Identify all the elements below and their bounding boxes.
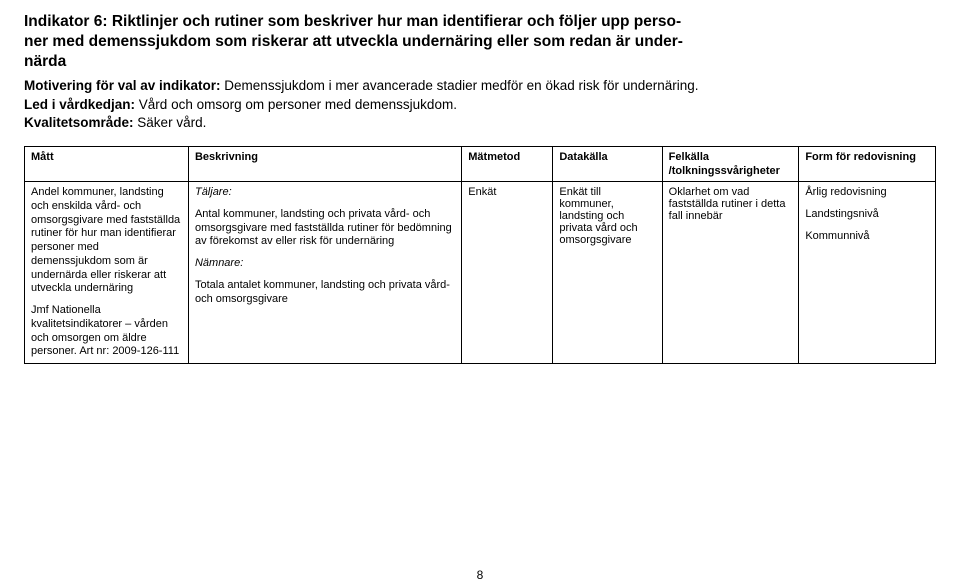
- sub-info-block: Motivering för val av indikator: Demenss…: [24, 77, 936, 132]
- cell-felkalla: Oklarhet om vad fastställda rutiner i de…: [662, 182, 799, 364]
- page-number: 8: [0, 568, 960, 582]
- form-p3: Kommunnivå: [805, 230, 929, 244]
- form-p1: Årlig redovisning: [805, 186, 929, 200]
- cell-datakalla: Enkät till kommuner, landsting och priva…: [553, 182, 662, 364]
- led-label: Led i vårdkedjan:: [24, 97, 135, 112]
- table-row: Andel kommuner, landsting och enskilda v…: [25, 182, 936, 364]
- th-datakalla: Datakälla: [553, 147, 662, 182]
- kvalitet-line: Kvalitetsområde: Säker vård.: [24, 114, 936, 132]
- indicator-table: Mått Beskrivning Mätmetod Datakälla Felk…: [24, 146, 936, 364]
- cell-form: Årlig redovisning Landstingsnivå Kommunn…: [799, 182, 936, 364]
- motivering-line: Motivering för val av indikator: Demenss…: [24, 77, 936, 95]
- cell-matt: Andel kommuner, landsting och enskilda v…: [25, 182, 189, 364]
- heading-line-1: Indikator 6: Riktlinjer och rutiner som …: [24, 12, 936, 32]
- matt-p1: Andel kommuner, landsting och enskilda v…: [31, 186, 182, 296]
- th-felkalla-sub: /tolkningssvårigheter: [669, 163, 793, 177]
- kvalitet-text: Säker vård.: [134, 115, 207, 130]
- th-matmetod: Mätmetod: [462, 147, 553, 182]
- taljare-text: Antal kommuner, landsting och privata vå…: [195, 208, 455, 249]
- heading-line-2: ner med demenssjukdom som riskerar att u…: [24, 32, 936, 52]
- motivering-label: Motivering för val av indikator:: [24, 78, 221, 93]
- form-p2: Landstingsnivå: [805, 208, 929, 222]
- led-text: Vård och omsorg om personer med demenssj…: [135, 97, 457, 112]
- motivering-text: Demenssjukdom i mer avancerade stadier m…: [221, 78, 699, 93]
- namnare-text: Totala antalet kommuner, landsting och p…: [195, 279, 455, 307]
- matt-p2: Jmf Nationella kvalitetsindikatorer – vå…: [31, 304, 182, 359]
- th-felkalla: Felkälla /tolkningssvårigheter: [662, 147, 799, 182]
- th-matt: Mått: [25, 147, 189, 182]
- heading-line-3: närda: [24, 52, 936, 72]
- th-form: Form för redovisning: [799, 147, 936, 182]
- th-beskrivning: Beskrivning: [188, 147, 461, 182]
- kvalitet-label: Kvalitetsområde:: [24, 115, 134, 130]
- namnare-label: Nämnare:: [195, 257, 243, 269]
- cell-beskrivning: Täljare: Antal kommuner, landsting och p…: [188, 182, 461, 364]
- table-header-row: Mått Beskrivning Mätmetod Datakälla Felk…: [25, 147, 936, 182]
- cell-matmetod: Enkät: [462, 182, 553, 364]
- indicator-heading: Indikator 6: Riktlinjer och rutiner som …: [24, 12, 936, 71]
- led-line: Led i vårdkedjan: Vård och omsorg om per…: [24, 96, 936, 114]
- taljare-label: Täljare:: [195, 186, 232, 198]
- th-felkalla-main: Felkälla: [669, 151, 793, 163]
